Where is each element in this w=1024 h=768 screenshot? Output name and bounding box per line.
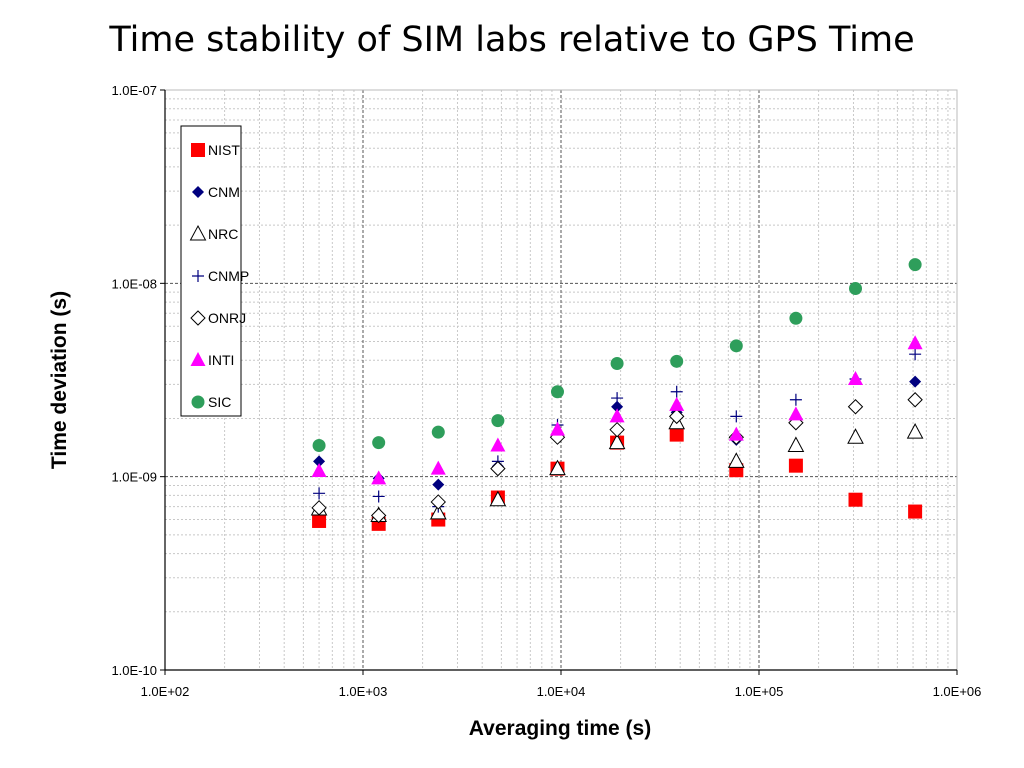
data-point-sic — [789, 311, 803, 325]
data-point-onrj — [370, 507, 387, 524]
data-point-nrc — [787, 436, 805, 452]
data-point-nist — [669, 427, 684, 442]
data-point-cnmp — [611, 392, 624, 405]
legend-marker-cnmp — [192, 270, 204, 282]
legend-label-cnmp: CNMP — [208, 268, 249, 284]
data-point-onrj — [847, 399, 864, 415]
data-point-inti — [848, 371, 864, 386]
data-point-onrj — [668, 408, 685, 425]
tick-labels: 1.0E+02 1.0E+03 1.0E+04 1.0E+05 1.0E+06 1.0E-… — [111, 83, 981, 699]
data-point-cnmp — [313, 487, 326, 500]
legend-item-cnm: CNM — [192, 184, 240, 200]
data-point-cnmp — [730, 410, 743, 423]
data-point-inti — [490, 437, 506, 452]
x-tick-label: 1.0E+02 — [141, 684, 190, 699]
data-point-sic — [431, 425, 445, 439]
legend-label-inti: INTI — [208, 352, 234, 368]
chart-title: Time stability of SIM labs relative to G… — [109, 20, 915, 60]
data-point-inti — [669, 396, 685, 411]
data-point-nrc — [727, 452, 745, 468]
data-point-cnm — [313, 455, 326, 468]
legend-marker-nist — [191, 143, 205, 157]
data-point-onrj — [907, 392, 923, 408]
data-point-inti — [430, 460, 446, 475]
data-point-sic — [312, 438, 326, 452]
legend-marker-nrc — [189, 224, 207, 241]
legend-item-nrc: NRC — [189, 224, 238, 242]
y-axis-title: Time deviation (s) — [48, 291, 71, 469]
x-axis-title: Averaging time (s) — [469, 717, 651, 740]
data-point-nrc — [549, 459, 566, 476]
data-point-sic — [550, 385, 564, 399]
legend: NIST CNM NRC CNMP ONRJ INTI SIC — [180, 125, 249, 417]
x-tick-label: 1.0E+05 — [735, 684, 784, 699]
data-point-sic — [610, 356, 624, 370]
y-tick-label: 1.0E-08 — [111, 276, 157, 291]
data-point-nist — [312, 513, 327, 528]
series-inti — [311, 335, 923, 485]
legend-label-sic: SIC — [208, 394, 231, 410]
legend-marker-cnm — [192, 186, 204, 198]
x-tick-label: 1.0E+03 — [339, 684, 388, 699]
data-point-inti — [609, 408, 625, 423]
data-point-nrc — [906, 423, 924, 439]
data-point-inti — [371, 470, 387, 485]
series-sic — [312, 258, 922, 452]
data-point-cnmp — [670, 385, 683, 398]
data-points — [310, 258, 924, 531]
y-tick-label: 1.0E-09 — [111, 470, 157, 485]
legend-marker-sic — [191, 395, 205, 409]
data-point-nist — [788, 458, 803, 473]
data-point-nrc — [489, 490, 507, 507]
data-point-nist — [908, 504, 923, 519]
data-point-sic — [670, 354, 684, 368]
legend-marker-inti — [190, 352, 206, 366]
data-point-nist — [848, 492, 863, 507]
data-point-onrj — [430, 494, 446, 510]
data-point-cnmp — [789, 393, 802, 406]
data-point-inti — [728, 426, 744, 441]
legend-marker-onrj — [190, 310, 206, 326]
legend-item-nist: NIST — [191, 142, 240, 158]
data-point-inti — [549, 421, 565, 436]
data-point-cnm — [432, 478, 445, 491]
legend-item-inti: INTI — [190, 352, 234, 368]
data-point-cnmp — [909, 348, 922, 361]
data-point-onrj — [609, 421, 625, 438]
legend-label-onrj: ONRJ — [208, 310, 246, 326]
data-point-cnm — [611, 400, 624, 413]
legend-label-nrc: NRC — [208, 226, 238, 242]
grid-lines — [165, 90, 957, 670]
legend-label-nist: NIST — [208, 142, 240, 158]
data-point-inti — [907, 335, 923, 350]
data-point-onrj — [311, 500, 327, 516]
data-point-sic — [729, 339, 743, 353]
y-tick-label: 1.0E-10 — [111, 663, 157, 678]
data-point-nrc — [608, 433, 626, 450]
x-tick-label: 1.0E+04 — [537, 684, 586, 699]
data-point-sic — [908, 258, 922, 272]
legend-item-onrj: ONRJ — [190, 310, 246, 326]
legend-label-cnm: CNM — [208, 184, 240, 200]
data-point-onrj — [490, 460, 506, 477]
data-point-inti — [788, 406, 804, 421]
x-tick-label: 1.0E+06 — [933, 684, 982, 699]
legend-item-sic: SIC — [191, 394, 231, 410]
data-point-cnm — [909, 375, 922, 388]
data-point-sic — [491, 414, 505, 428]
data-point-sic — [372, 436, 386, 450]
legend-box — [180, 125, 242, 417]
y-tick-label: 1.0E-07 — [111, 83, 157, 98]
legend-item-cnmp: CNMP — [192, 268, 249, 284]
data-point-sic — [849, 282, 863, 296]
axes — [160, 89, 958, 675]
data-point-cnmp — [372, 490, 385, 503]
data-point-nrc — [847, 428, 864, 444]
data-point-inti — [311, 462, 327, 477]
